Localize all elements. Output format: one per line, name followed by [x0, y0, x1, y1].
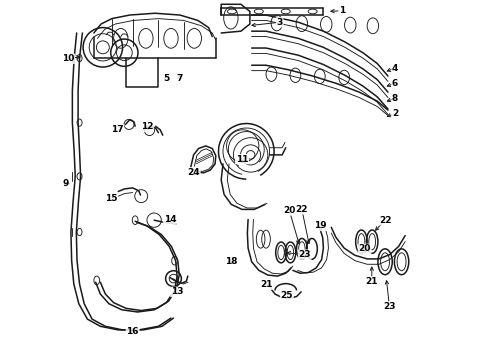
Text: 21: 21 — [365, 276, 377, 285]
Text: 25: 25 — [280, 291, 292, 300]
Text: 23: 23 — [298, 250, 310, 259]
Text: 1: 1 — [338, 6, 345, 15]
Text: 22: 22 — [295, 205, 307, 214]
Text: 5: 5 — [163, 75, 169, 84]
Text: 21: 21 — [259, 280, 272, 289]
Text: 13: 13 — [170, 287, 183, 296]
Text: 3: 3 — [276, 18, 282, 27]
Text: 24: 24 — [187, 168, 200, 177]
Text: 16: 16 — [126, 327, 139, 336]
Text: 19: 19 — [314, 221, 326, 230]
Text: 18: 18 — [224, 257, 237, 266]
Text: 8: 8 — [391, 94, 397, 103]
Text: 14: 14 — [163, 215, 176, 224]
Text: 23: 23 — [382, 302, 395, 311]
Text: 11: 11 — [235, 155, 248, 164]
Text: 20: 20 — [283, 206, 295, 215]
Text: 20: 20 — [358, 244, 370, 253]
Text: 12: 12 — [141, 122, 153, 131]
Text: 2: 2 — [391, 109, 397, 118]
Text: 22: 22 — [378, 216, 390, 225]
Text: 9: 9 — [62, 179, 69, 188]
Text: 6: 6 — [391, 79, 397, 88]
Text: 17: 17 — [111, 125, 123, 134]
Text: 15: 15 — [104, 194, 117, 203]
Text: 4: 4 — [391, 64, 398, 73]
Text: 7: 7 — [176, 75, 182, 84]
Text: 10: 10 — [62, 54, 74, 63]
